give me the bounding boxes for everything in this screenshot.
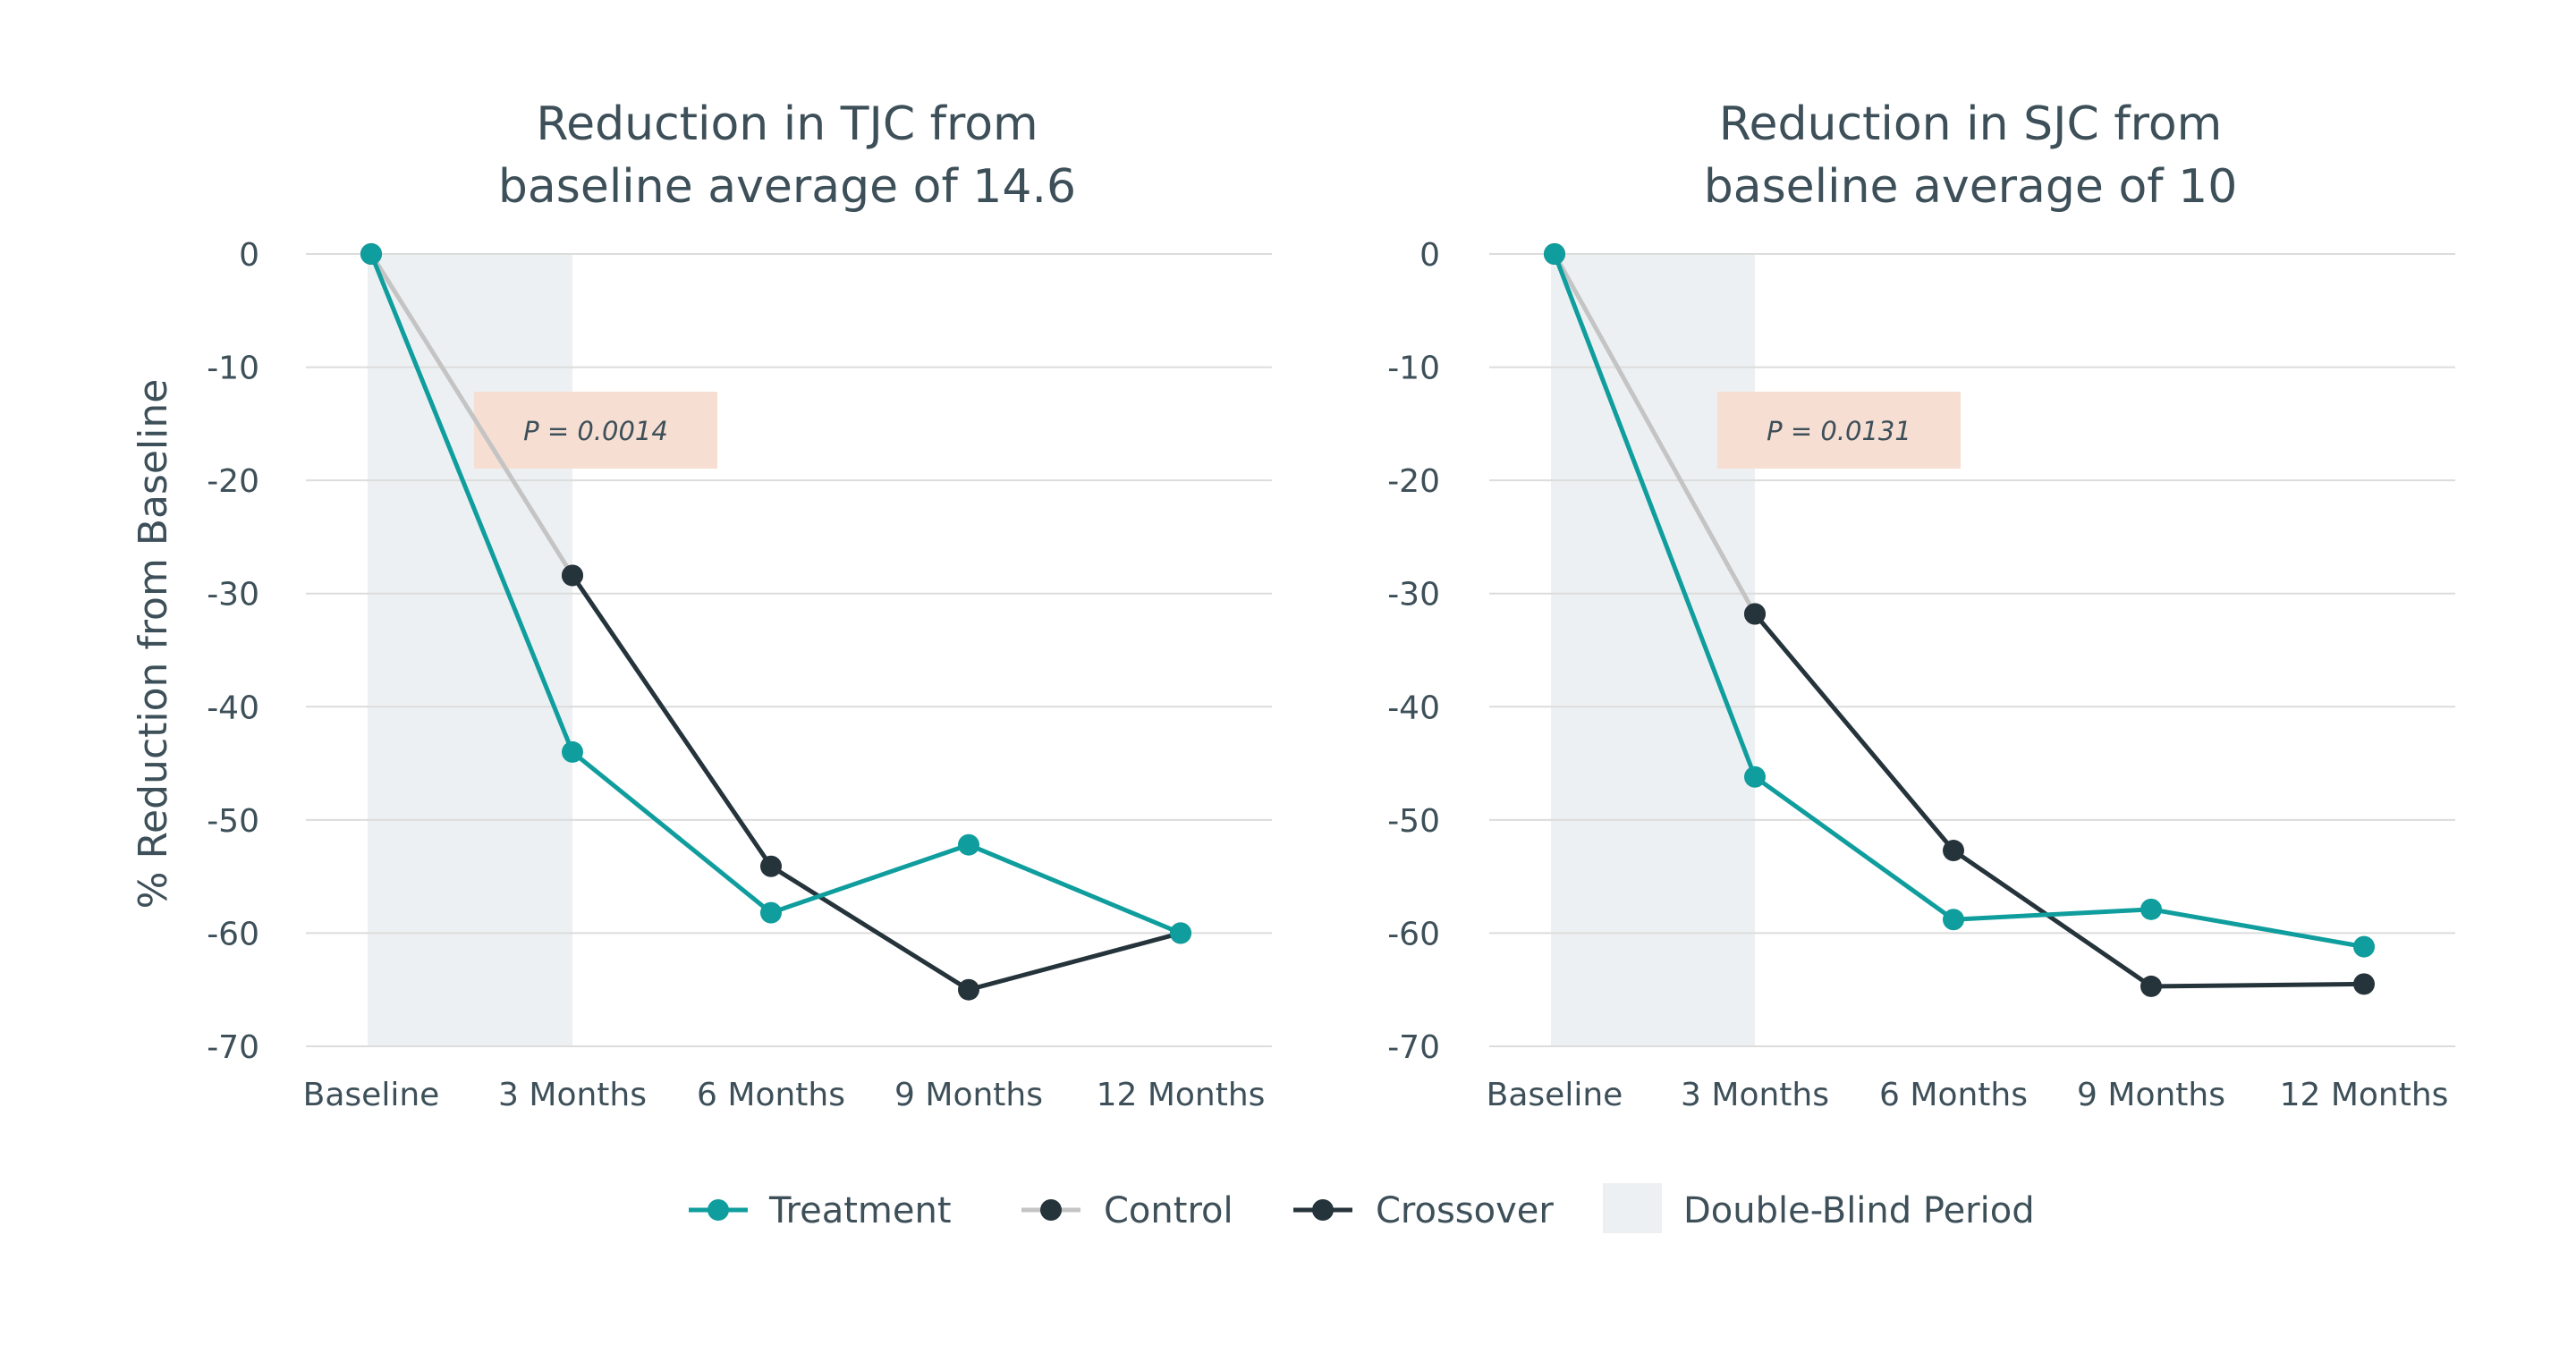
sjc-treatment-point — [2353, 935, 2375, 958]
sjc-treatment-point — [1744, 766, 1766, 788]
tjc-x-tick-label: 6 Months — [697, 1077, 845, 1113]
sjc-p-value-label: P = 0.0131 — [1767, 416, 1911, 446]
legend-item-crossover: Crossover — [1293, 1190, 1554, 1231]
tjc-double-blind-shade — [368, 254, 572, 1046]
sjc-x-tick-label: 6 Months — [1879, 1077, 2028, 1113]
sjc-y-tick-label: -20 — [1387, 463, 1440, 500]
sjc-treatment-point — [1943, 909, 1964, 931]
sjc-treatment-point — [1544, 243, 1565, 265]
sjc-y-tick-label: -10 — [1387, 351, 1440, 387]
tjc-y-tick-label: -50 — [207, 803, 259, 840]
tjc-crossover-point — [760, 855, 782, 877]
legend-control-marker — [1040, 1199, 1062, 1221]
tjc-y-tick-label: -70 — [207, 1029, 259, 1066]
sjc-y-tick-label: -30 — [1387, 577, 1440, 613]
legend-treatment-marker — [708, 1199, 729, 1221]
legend-item-control: Control — [1021, 1190, 1233, 1231]
legend-shade-swatch — [1603, 1183, 1662, 1233]
tjc-x-tick-label: 12 Months — [1097, 1077, 1266, 1113]
tjc-treatment-point — [360, 243, 382, 265]
sjc-title-line-1: Reduction in SJC from — [1719, 97, 2223, 151]
sjc-x-tick-label: 3 Months — [1681, 1077, 1829, 1113]
sjc-y-tick-label: -50 — [1387, 803, 1440, 840]
legend-shade-label: Double-Blind Period — [1683, 1190, 2035, 1231]
sjc-double-blind-shade — [1551, 254, 1755, 1046]
tjc-crossover-point — [958, 978, 979, 1001]
legend-crossover-label: Crossover — [1376, 1190, 1554, 1231]
legend-crossover-marker — [1312, 1199, 1334, 1221]
sjc-y-tick-label: 0 — [1419, 237, 1440, 274]
tjc-p-value-label: P = 0.0014 — [523, 416, 668, 446]
tjc-y-tick-label: -20 — [207, 463, 259, 500]
sjc-p-value-box — [1717, 392, 1961, 469]
y-axis-label: % Reduction from Baseline — [131, 379, 176, 909]
sjc-y-tick-label: -60 — [1387, 916, 1440, 952]
tjc-y-tick-label: -40 — [207, 689, 259, 726]
legend-item-double-blind: Double-Blind Period — [1603, 1183, 2035, 1233]
tjc-crossover-point — [562, 564, 583, 587]
tjc-y-tick-label: -30 — [207, 577, 259, 613]
sjc-treatment-point — [2140, 898, 2162, 920]
tjc-treatment-point — [958, 833, 979, 856]
sjc-crossover-point — [1943, 840, 1964, 862]
legend-item-treatment: Treatment — [689, 1190, 952, 1231]
tjc-treatment-point — [562, 740, 583, 763]
sjc-crossover-line — [1753, 612, 2365, 989]
sjc-y-tick-label: -70 — [1387, 1029, 1440, 1066]
tjc-y-tick-label: -10 — [207, 351, 259, 387]
sjc-crossover-point — [1744, 603, 1766, 625]
tjc-treatment-point — [760, 901, 782, 924]
sjc-x-tick-label: 12 Months — [2280, 1077, 2449, 1113]
sjc-title-line-2: baseline average of 10 — [1704, 160, 2238, 214]
sjc-y-tick-label: -40 — [1387, 689, 1440, 726]
tjc-title-line-2: baseline average of 14.6 — [498, 160, 1076, 214]
sjc-control-line — [1552, 252, 1758, 615]
tjc-y-tick-label: -60 — [207, 916, 259, 952]
tjc-p-value-box — [474, 392, 717, 469]
legend-treatment-label: Treatment — [768, 1190, 952, 1231]
tjc-y-tick-label: 0 — [239, 237, 259, 274]
tjc-treatment-point — [1170, 922, 1191, 944]
sjc-crossover-point — [2353, 973, 2375, 995]
sjc-chart-panel: Reduction in SJC from baseline average of… — [1387, 97, 2455, 1113]
sjc-crossover-point — [2140, 975, 2162, 997]
tjc-x-tick-label: Baseline — [303, 1077, 440, 1113]
sjc-x-tick-label: 9 Months — [2077, 1077, 2225, 1113]
tjc-x-tick-label: 9 Months — [894, 1077, 1043, 1113]
sjc-x-tick-label: Baseline — [1487, 1077, 1623, 1113]
legend-control-label: Control — [1104, 1190, 1233, 1231]
tjc-chart-panel: Reduction in TJC from baseline average of… — [207, 97, 1272, 1113]
chart-legend: Treatment Control Crossover Double-Blind… — [689, 1183, 2035, 1233]
tjc-control-line — [369, 252, 575, 577]
tjc-crossover-line — [570, 574, 1182, 993]
tjc-x-tick-label: 3 Months — [498, 1077, 647, 1113]
tjc-title-line-1: Reduction in TJC from — [536, 97, 1038, 151]
